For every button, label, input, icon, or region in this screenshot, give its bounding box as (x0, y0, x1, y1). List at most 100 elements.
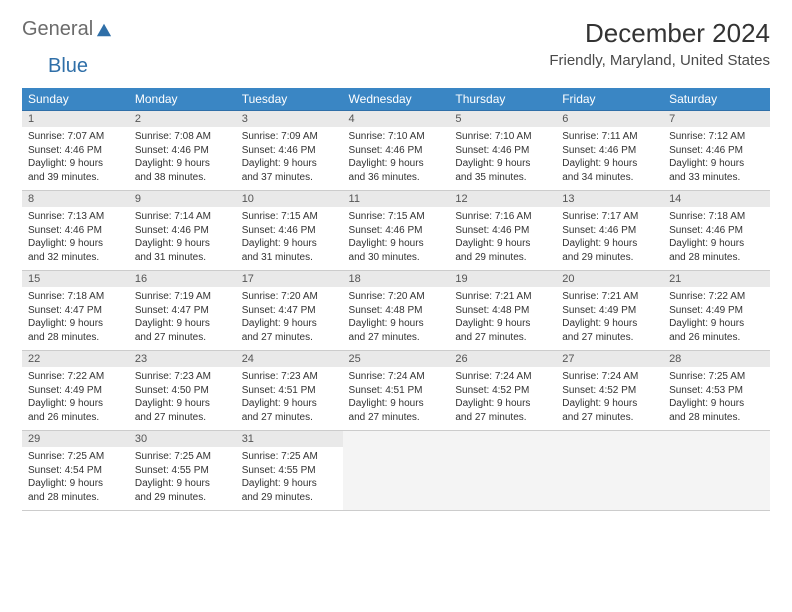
calendar-cell: 13Sunrise: 7:17 AMSunset: 4:46 PMDayligh… (556, 191, 663, 271)
month-title: December 2024 (549, 18, 770, 49)
calendar-cell: 23Sunrise: 7:23 AMSunset: 4:50 PMDayligh… (129, 351, 236, 431)
day-body: Sunrise: 7:20 AMSunset: 4:48 PMDaylight:… (343, 287, 450, 350)
day-body: Sunrise: 7:10 AMSunset: 4:46 PMDaylight:… (343, 127, 450, 190)
location-subtitle: Friendly, Maryland, United States (549, 52, 770, 69)
calendar-cell: 4Sunrise: 7:10 AMSunset: 4:46 PMDaylight… (343, 111, 450, 191)
daylight-line-1: Daylight: 9 hours (135, 477, 230, 491)
daylight-line-1: Daylight: 9 hours (669, 317, 764, 331)
day-body: Sunrise: 7:17 AMSunset: 4:46 PMDaylight:… (556, 207, 663, 270)
daylight-line-1: Daylight: 9 hours (669, 397, 764, 411)
calendar-cell (663, 431, 770, 511)
sunrise-line: Sunrise: 7:10 AM (349, 130, 444, 144)
daylight-line-2: and 32 minutes. (28, 251, 123, 265)
calendar-cell: 27Sunrise: 7:24 AMSunset: 4:52 PMDayligh… (556, 351, 663, 431)
daylight-line-2: and 27 minutes. (349, 331, 444, 345)
daylight-line-2: and 28 minutes. (28, 491, 123, 505)
calendar-cell: 19Sunrise: 7:21 AMSunset: 4:48 PMDayligh… (449, 271, 556, 351)
daylight-line-2: and 29 minutes. (455, 251, 550, 265)
day-number: 11 (343, 191, 450, 207)
calendar-cell: 9Sunrise: 7:14 AMSunset: 4:46 PMDaylight… (129, 191, 236, 271)
calendar-cell: 16Sunrise: 7:19 AMSunset: 4:47 PMDayligh… (129, 271, 236, 351)
daylight-line-2: and 39 minutes. (28, 171, 123, 185)
sunrise-line: Sunrise: 7:24 AM (455, 370, 550, 384)
sunset-line: Sunset: 4:46 PM (562, 144, 657, 158)
day-number: 13 (556, 191, 663, 207)
day-body: Sunrise: 7:24 AMSunset: 4:52 PMDaylight:… (556, 367, 663, 430)
day-number: 21 (663, 271, 770, 287)
sunrise-line: Sunrise: 7:18 AM (669, 210, 764, 224)
daylight-line-2: and 27 minutes. (349, 411, 444, 425)
sunset-line: Sunset: 4:48 PM (455, 304, 550, 318)
day-body: Sunrise: 7:16 AMSunset: 4:46 PMDaylight:… (449, 207, 556, 270)
day-number: 10 (236, 191, 343, 207)
calendar-cell: 22Sunrise: 7:22 AMSunset: 4:49 PMDayligh… (22, 351, 129, 431)
sunrise-line: Sunrise: 7:21 AM (455, 290, 550, 304)
calendar-cell: 15Sunrise: 7:18 AMSunset: 4:47 PMDayligh… (22, 271, 129, 351)
daylight-line-2: and 27 minutes. (242, 411, 337, 425)
sunrise-line: Sunrise: 7:20 AM (349, 290, 444, 304)
day-body: Sunrise: 7:23 AMSunset: 4:50 PMDaylight:… (129, 367, 236, 430)
sunset-line: Sunset: 4:49 PM (28, 384, 123, 398)
day-number: 26 (449, 351, 556, 367)
day-body: Sunrise: 7:15 AMSunset: 4:46 PMDaylight:… (236, 207, 343, 270)
day-number: 27 (556, 351, 663, 367)
sunrise-line: Sunrise: 7:17 AM (562, 210, 657, 224)
sunrise-line: Sunrise: 7:20 AM (242, 290, 337, 304)
daylight-line-1: Daylight: 9 hours (455, 157, 550, 171)
day-number: 16 (129, 271, 236, 287)
day-number: 14 (663, 191, 770, 207)
day-number: 28 (663, 351, 770, 367)
sunset-line: Sunset: 4:46 PM (28, 144, 123, 158)
calendar-cell: 28Sunrise: 7:25 AMSunset: 4:53 PMDayligh… (663, 351, 770, 431)
day-body: Sunrise: 7:25 AMSunset: 4:55 PMDaylight:… (129, 447, 236, 510)
day-number: 8 (22, 191, 129, 207)
day-number: 30 (129, 431, 236, 447)
calendar-cell: 6Sunrise: 7:11 AMSunset: 4:46 PMDaylight… (556, 111, 663, 191)
sunrise-line: Sunrise: 7:13 AM (28, 210, 123, 224)
calendar-cell: 10Sunrise: 7:15 AMSunset: 4:46 PMDayligh… (236, 191, 343, 271)
calendar-cell: 30Sunrise: 7:25 AMSunset: 4:55 PMDayligh… (129, 431, 236, 511)
daylight-line-1: Daylight: 9 hours (242, 397, 337, 411)
calendar-cell: 25Sunrise: 7:24 AMSunset: 4:51 PMDayligh… (343, 351, 450, 431)
sunrise-line: Sunrise: 7:25 AM (242, 450, 337, 464)
sunrise-line: Sunrise: 7:25 AM (135, 450, 230, 464)
calendar-week-row: 22Sunrise: 7:22 AMSunset: 4:49 PMDayligh… (22, 351, 770, 431)
sunset-line: Sunset: 4:46 PM (669, 224, 764, 238)
daylight-line-2: and 27 minutes. (455, 411, 550, 425)
daylight-line-2: and 34 minutes. (562, 171, 657, 185)
daylight-line-1: Daylight: 9 hours (349, 317, 444, 331)
sunrise-line: Sunrise: 7:23 AM (242, 370, 337, 384)
sunset-line: Sunset: 4:49 PM (669, 304, 764, 318)
day-number: 15 (22, 271, 129, 287)
daylight-line-1: Daylight: 9 hours (135, 317, 230, 331)
day-body: Sunrise: 7:13 AMSunset: 4:46 PMDaylight:… (22, 207, 129, 270)
sunset-line: Sunset: 4:49 PM (562, 304, 657, 318)
calendar-cell: 3Sunrise: 7:09 AMSunset: 4:46 PMDaylight… (236, 111, 343, 191)
calendar-cell: 11Sunrise: 7:15 AMSunset: 4:46 PMDayligh… (343, 191, 450, 271)
day-body: Sunrise: 7:21 AMSunset: 4:48 PMDaylight:… (449, 287, 556, 350)
calendar-cell (449, 431, 556, 511)
calendar-cell: 20Sunrise: 7:21 AMSunset: 4:49 PMDayligh… (556, 271, 663, 351)
sunset-line: Sunset: 4:46 PM (242, 144, 337, 158)
daylight-line-1: Daylight: 9 hours (349, 397, 444, 411)
sunrise-line: Sunrise: 7:24 AM (562, 370, 657, 384)
daylight-line-2: and 38 minutes. (135, 171, 230, 185)
sunrise-line: Sunrise: 7:08 AM (135, 130, 230, 144)
sunset-line: Sunset: 4:46 PM (562, 224, 657, 238)
sunset-line: Sunset: 4:47 PM (135, 304, 230, 318)
day-number: 29 (22, 431, 129, 447)
day-number: 18 (343, 271, 450, 287)
day-body: Sunrise: 7:18 AMSunset: 4:47 PMDaylight:… (22, 287, 129, 350)
calendar-cell (343, 431, 450, 511)
calendar-cell: 5Sunrise: 7:10 AMSunset: 4:46 PMDaylight… (449, 111, 556, 191)
daylight-line-2: and 27 minutes. (562, 411, 657, 425)
calendar-cell: 7Sunrise: 7:12 AMSunset: 4:46 PMDaylight… (663, 111, 770, 191)
day-number: 6 (556, 111, 663, 127)
daylight-line-2: and 29 minutes. (242, 491, 337, 505)
day-number: 9 (129, 191, 236, 207)
sunset-line: Sunset: 4:46 PM (349, 144, 444, 158)
day-body: Sunrise: 7:12 AMSunset: 4:46 PMDaylight:… (663, 127, 770, 190)
day-body: Sunrise: 7:14 AMSunset: 4:46 PMDaylight:… (129, 207, 236, 270)
sunset-line: Sunset: 4:46 PM (349, 224, 444, 238)
day-body: Sunrise: 7:20 AMSunset: 4:47 PMDaylight:… (236, 287, 343, 350)
